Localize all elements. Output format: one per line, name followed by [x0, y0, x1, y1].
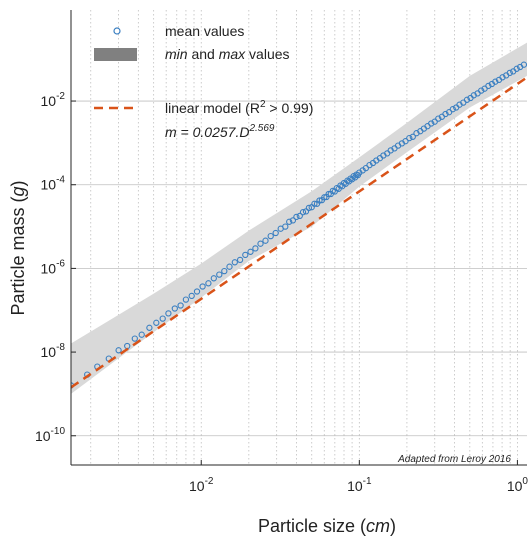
mean-value-point [252, 245, 259, 252]
mean-value-point [138, 331, 145, 338]
source-annotation: Adapted from Leroy 2016 [397, 454, 511, 465]
mean-value-point [428, 120, 435, 127]
mean-value-point [216, 271, 223, 278]
x-tick-label: 100 [507, 476, 529, 494]
y-axis-label: Particle mass (g) [8, 180, 28, 315]
mean-value-point [282, 223, 289, 230]
mean-value-point [431, 118, 438, 125]
legend-mean-label: mean values [165, 23, 244, 39]
mean-value-point [362, 164, 370, 172]
y-tick-labels: 10-10 10-8 10-6 10-4 10-2 [35, 91, 76, 444]
mean-value-point [171, 305, 178, 312]
mean-value-point [115, 347, 122, 354]
mean-value-point [177, 302, 184, 309]
y-tick-label: 10-2 [41, 91, 66, 109]
mean-value-point [153, 319, 160, 326]
y-tick-label: 10-10 [35, 426, 65, 444]
mean-value-points [71, 61, 527, 389]
mean-value-point [205, 280, 212, 287]
mean-value-point [199, 283, 206, 290]
mean-value-point [272, 229, 279, 237]
plot-area [71, 42, 527, 394]
mean-value-point [449, 106, 456, 113]
mean-value-point [236, 256, 244, 264]
mean-value-point [182, 296, 190, 303]
mean-value-point [513, 65, 520, 72]
y-tick-label: 10-6 [41, 258, 66, 276]
mean-value-point [165, 310, 172, 317]
mean-value-point [305, 204, 313, 212]
mean-value-point [257, 240, 264, 247]
mean-value-point [193, 288, 201, 295]
mean-value-point [463, 96, 471, 103]
legend-model-label: linear model (R2 > 0.99) [165, 99, 313, 116]
mean-value-point [159, 315, 166, 322]
grid-lines [71, 10, 527, 465]
mean-value-point [267, 232, 274, 240]
mean-value-point [325, 190, 332, 198]
mean-value-point [485, 82, 492, 90]
mean-value-point [210, 275, 217, 282]
mean-value-point [316, 197, 323, 204]
mean-value-point [311, 200, 318, 207]
mean-value-point [506, 69, 513, 77]
mean-value-point [520, 61, 527, 68]
mean-value-point [293, 213, 300, 221]
legend-minmax-marker [94, 48, 137, 61]
y-tick-label: 10-4 [41, 175, 66, 193]
legend: mean values min and max values linear mo… [94, 23, 313, 140]
mean-value-point [409, 133, 416, 140]
mean-value-point [146, 324, 153, 331]
mean-value-point [478, 87, 485, 94]
x-tick-label: 10-2 [189, 476, 214, 494]
mean-value-point [402, 138, 409, 145]
mean-value-point [221, 267, 228, 275]
x-tick-label: 10-1 [347, 476, 372, 494]
mean-value-point [231, 259, 238, 266]
mean-value-point [289, 217, 297, 224]
mean-value-point [188, 292, 195, 300]
mean-value-point [131, 335, 138, 342]
x-tick-labels: 10-2 10-1 100 [189, 460, 528, 494]
mean-value-point [286, 218, 293, 225]
mean-value-point [321, 194, 328, 201]
mean-value-point [296, 212, 303, 220]
y-tick-label: 10-8 [41, 342, 66, 360]
mean-value-point [226, 263, 233, 270]
linear-model-line [71, 76, 527, 389]
legend-equation: m = 0.0257.D2.569 [165, 123, 275, 140]
mean-value-point [299, 209, 307, 216]
mean-value-point [247, 248, 254, 255]
x-axis-label: Particle size (cm) [258, 516, 396, 536]
mean-value-point [242, 251, 249, 259]
mean-value-point [445, 109, 453, 116]
mean-value-point [442, 110, 449, 118]
mean-value-point [262, 237, 269, 244]
mean-value-point [435, 115, 442, 122]
legend-minmax-label: min and max values [165, 46, 290, 62]
mean-value-point [406, 134, 413, 142]
legend-mean-marker [113, 27, 121, 35]
mean-value-point [492, 78, 499, 85]
axes [70, 10, 527, 466]
